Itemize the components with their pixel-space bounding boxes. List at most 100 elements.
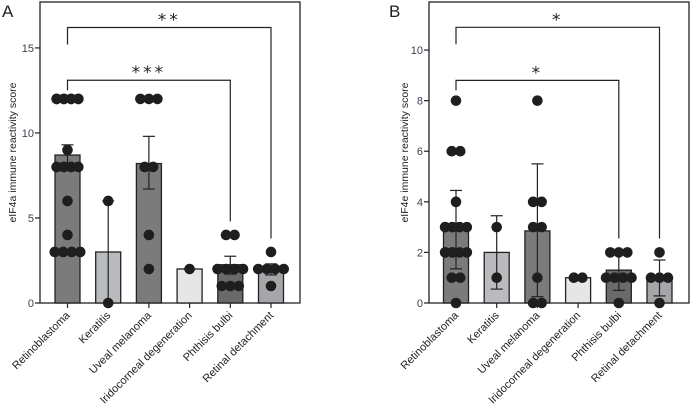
data-point — [454, 272, 466, 284]
data-point — [143, 93, 155, 105]
data-point — [662, 272, 674, 284]
significance-label: *** — [132, 63, 167, 83]
panel-a-letter: A — [2, 2, 14, 21]
data-point — [73, 93, 84, 105]
x-tick-label: Keratitis — [77, 309, 114, 346]
data-point — [220, 229, 232, 241]
bar — [564, 277, 592, 304]
data-point — [269, 263, 281, 275]
data-point — [74, 246, 86, 258]
data-point — [66, 246, 78, 258]
data-point — [527, 221, 539, 233]
data-point — [62, 229, 73, 241]
data-point — [135, 93, 146, 105]
data-point — [184, 263, 195, 275]
data-point — [645, 272, 657, 284]
data-point — [65, 161, 77, 173]
data-point — [229, 263, 240, 275]
x-tick-label: Keratitis — [465, 309, 502, 346]
data-point — [233, 280, 245, 292]
panel-a: A 0 5 10 15 eIF4a immune reactivity score Reti… — [2, 1, 301, 406]
data-point — [536, 297, 547, 309]
significance-bracket — [66, 26, 272, 239]
data-point — [446, 145, 458, 157]
data-point — [654, 247, 665, 258]
y-tick-label: 15 — [22, 43, 34, 55]
data-point — [600, 272, 612, 284]
y-tick-label: 0 — [28, 298, 34, 310]
data-point — [147, 161, 159, 173]
data-point — [139, 161, 150, 173]
data-point — [265, 246, 277, 258]
y-tick-label: 8 — [417, 96, 423, 108]
y-tick-label: 5 — [28, 213, 34, 225]
x-tick-label: Retinoblastoma — [10, 309, 73, 372]
panel-b-letter: B — [389, 2, 400, 21]
data-point — [237, 263, 249, 275]
data-point — [265, 280, 277, 292]
data-point — [143, 229, 155, 241]
data-point — [568, 272, 580, 284]
data-point — [532, 272, 543, 284]
panel-b: B 0 2 4 6 8 10 eIF4e immune reactivity score Ret… — [389, 1, 690, 406]
significance-label: * — [552, 10, 564, 30]
bar — [54, 154, 81, 304]
data-point — [626, 272, 637, 284]
significance-label: ** — [158, 11, 181, 31]
data-point — [49, 246, 61, 258]
data-point — [491, 272, 503, 284]
y-tick-label: 2 — [417, 247, 423, 259]
data-point — [654, 272, 665, 284]
y-tick-label: 4 — [417, 197, 423, 209]
data-point — [491, 221, 503, 233]
data-point — [447, 247, 458, 258]
y-tick-label: 10 — [22, 128, 34, 140]
y-tick-label: 0 — [417, 298, 423, 310]
data-point — [609, 272, 620, 284]
data-point — [278, 263, 290, 275]
significance-bracket — [455, 26, 661, 239]
data-point — [220, 263, 232, 275]
panel-a-frame — [39, 1, 301, 304]
data-point — [617, 272, 629, 284]
data-point — [532, 95, 543, 106]
x-tick-label: Retinoblastoma — [399, 309, 462, 372]
data-point — [216, 280, 228, 292]
data-point — [527, 297, 539, 309]
data-point — [225, 280, 236, 292]
data-point — [454, 221, 465, 233]
y-tick-label: 10 — [411, 45, 423, 57]
data-point — [62, 195, 73, 207]
data-point — [450, 95, 462, 106]
significance-label: * — [532, 63, 544, 83]
data-point — [143, 263, 155, 275]
data-point — [102, 195, 114, 207]
data-point — [454, 145, 466, 157]
x-tick-label: Retinal detachment — [589, 310, 665, 386]
y-axis-label: eIF4e immune reactivity score — [399, 82, 411, 222]
data-point — [605, 247, 616, 258]
data-point — [57, 246, 69, 258]
y-tick-label: 6 — [417, 146, 423, 158]
data-point — [152, 93, 163, 105]
data-point — [536, 221, 547, 233]
data-point — [461, 247, 473, 258]
significance-bracket — [455, 79, 620, 239]
significance-bracket — [66, 79, 231, 222]
data-point — [577, 272, 588, 284]
data-point — [536, 196, 547, 208]
data-point — [229, 229, 240, 241]
x-tick-label: Retinal detachment — [201, 310, 277, 386]
data-point — [261, 263, 273, 275]
data-point — [252, 263, 264, 275]
data-point — [527, 196, 539, 208]
data-point — [212, 263, 223, 275]
data-point — [613, 247, 625, 258]
data-point — [62, 144, 73, 156]
y-axis-label: eIF4a immune reactivity score — [7, 82, 19, 222]
data-point — [446, 272, 458, 284]
data-point — [622, 247, 633, 258]
panel-b-frame — [428, 1, 690, 304]
data-point — [450, 196, 462, 208]
